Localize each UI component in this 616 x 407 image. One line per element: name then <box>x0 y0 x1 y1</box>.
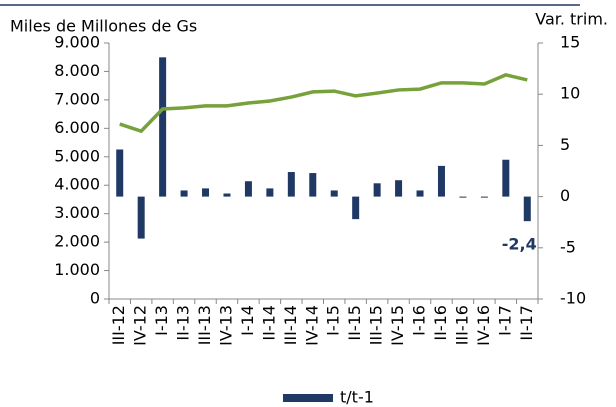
bar <box>395 180 403 197</box>
x-tick-label: I-14 <box>238 305 257 336</box>
y2-tick-label: -5 <box>560 237 576 256</box>
bar <box>523 196 531 222</box>
x-tick-label: II-15 <box>345 305 364 341</box>
x-tick-label: III-12 <box>109 305 128 345</box>
y-tick-label: 1.000 <box>54 260 100 279</box>
x-tick-label: I-17 <box>495 305 514 336</box>
x-tick-label: III-14 <box>281 305 300 345</box>
bar <box>373 183 381 197</box>
data-label: -2,4 <box>502 235 537 254</box>
bar <box>223 193 231 197</box>
y-tick-label: 0 <box>90 289 100 308</box>
bar <box>502 159 510 197</box>
line <box>119 73 528 134</box>
x-tick-label: I-16 <box>410 305 429 336</box>
y-tick-label: 5.000 <box>54 146 100 165</box>
x-tick-label: II-17 <box>517 305 536 341</box>
bar <box>266 188 274 197</box>
x-tick-label: IV-12 <box>131 305 150 346</box>
x-tick-label: IV-14 <box>302 305 321 346</box>
bar <box>480 196 488 198</box>
bar <box>159 57 167 197</box>
y-tick-label: 8.000 <box>54 61 100 80</box>
legend-label: t/t-1 <box>340 388 374 407</box>
y2-axis-title: Var. trim. <box>535 10 608 29</box>
x-tick-label: I-13 <box>152 305 171 336</box>
x-tick-label: IV-15 <box>388 305 407 346</box>
y2-tick-label: -10 <box>560 289 586 308</box>
bar <box>137 196 145 239</box>
bar <box>309 173 317 197</box>
legend-swatch <box>283 394 333 402</box>
y2-tick-label: 10 <box>560 84 580 103</box>
x-tick-label: II-16 <box>431 305 450 341</box>
y-tick-label: 9.000 <box>54 33 100 52</box>
y-tick-label: 6.000 <box>54 118 100 137</box>
y2-tick-label: 5 <box>560 135 570 154</box>
bar <box>244 181 252 197</box>
bar <box>116 149 124 197</box>
y-tick-label: 3.000 <box>54 203 100 222</box>
bar <box>459 196 467 198</box>
bar <box>287 172 295 197</box>
x-tick-label: III-15 <box>367 305 386 345</box>
bar <box>202 188 210 197</box>
y2-tick-label: 15 <box>560 33 580 52</box>
bar <box>352 196 360 220</box>
bar <box>330 190 338 197</box>
y-tick-label: 7.000 <box>54 89 100 108</box>
bar <box>180 190 188 197</box>
x-tick-label: III-13 <box>195 305 214 345</box>
y-tick-label: 4.000 <box>54 175 100 194</box>
x-tick-label: II-13 <box>174 305 193 341</box>
x-tick-label: IV-16 <box>474 305 493 346</box>
y-axis-title: Miles de Millones de Gs <box>10 17 197 36</box>
y2-tick-label: 0 <box>560 186 570 205</box>
x-tick-label: III-16 <box>452 305 471 345</box>
bar <box>416 190 424 197</box>
y-tick-label: 2.000 <box>54 232 100 251</box>
x-tick-label: IV-13 <box>216 305 235 346</box>
x-tick-label: I-15 <box>324 305 343 336</box>
bar <box>437 165 445 197</box>
x-tick-label: II-14 <box>259 305 278 341</box>
